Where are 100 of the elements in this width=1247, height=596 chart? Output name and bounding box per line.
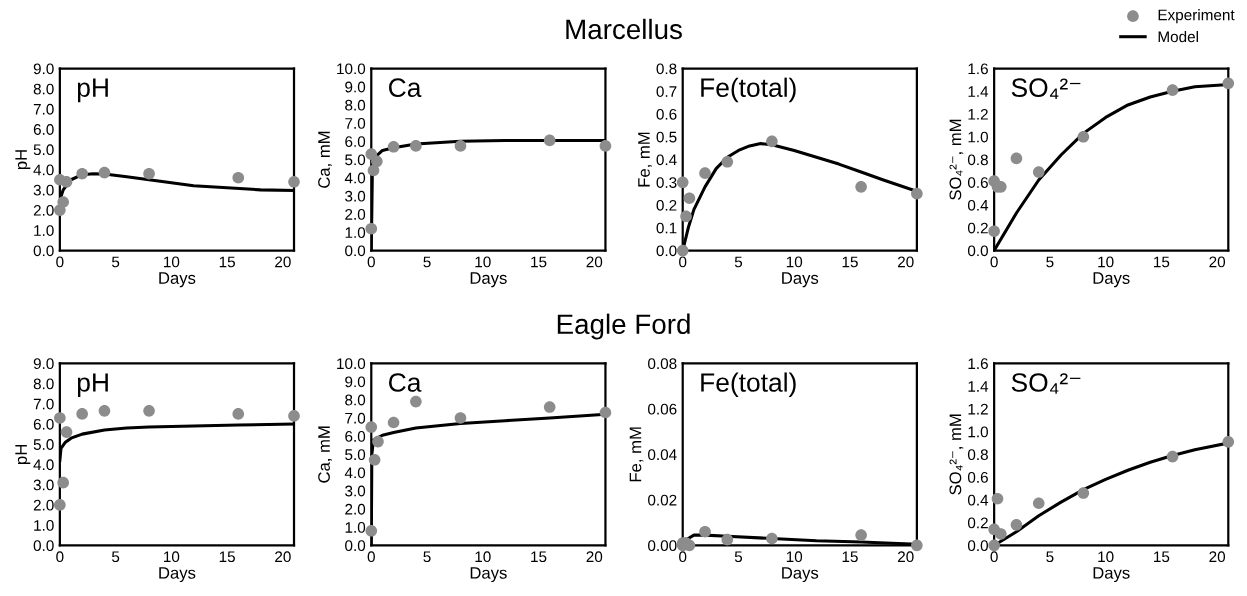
x-tick-label: 20 [1209, 551, 1226, 563]
y-tick-label: 0.06 [648, 403, 677, 415]
y-tick-label: 0.6 [656, 108, 677, 120]
y-tick-label: 0.0 [656, 245, 677, 257]
y-tick-label: 8.0 [345, 99, 366, 111]
x-tick-label: 10 [164, 256, 180, 268]
x-axis-title: Days [782, 567, 819, 583]
x-tick-label: 20 [586, 256, 603, 268]
y-tick-label: 4.0 [344, 172, 366, 184]
x-tick-label: 20 [275, 551, 291, 563]
chart-title: pH [77, 373, 108, 398]
y-tick-label: 5.0 [33, 439, 54, 450]
x-tick-label: 5 [734, 256, 743, 268]
x-tick-label: 20 [275, 256, 291, 268]
y-tick-label: 0.6 [967, 177, 988, 188]
y-tick-label: 1.0 [345, 522, 366, 533]
x-tick-label: 20 [586, 551, 603, 563]
text: Marcellus [566, 18, 682, 40]
y-tick-label: 8.0 [33, 378, 54, 390]
x-tick-label: 15 [531, 551, 547, 563]
y-tick-label: 0.02 [648, 494, 677, 506]
y-axis-title: Fe, mM [629, 427, 644, 482]
x-tick-label: 20 [897, 551, 914, 563]
y-tick-label: 5.0 [33, 144, 54, 156]
x-tick-label: 5 [111, 551, 120, 563]
y-tick-label: 6.0 [33, 418, 54, 430]
y-tick-label: 0.0 [967, 540, 988, 552]
x-axis-title: Days [159, 272, 196, 288]
x-tick-label: 10 [786, 256, 803, 268]
y-tick-label: 9.0 [33, 63, 54, 75]
y-tick-label: 0.3 [656, 177, 677, 188]
y-tick-label: 1.0 [34, 225, 54, 236]
y-axis-title: Ca, mM [318, 131, 332, 188]
y-tick-label: 0.0 [967, 245, 988, 257]
y-tick-label: 0.0 [345, 245, 366, 257]
chart-title: Fe(total) [701, 372, 796, 398]
y-tick-label: 3.0 [33, 479, 54, 491]
y-tick-label: 0.0 [33, 245, 54, 257]
x-tick-label: 5 [423, 551, 431, 563]
x-tick-label: 0 [679, 551, 687, 563]
y-tick-label: 2.0 [345, 209, 366, 220]
y-tick-label: 9.0 [345, 376, 366, 388]
y-tick-label: 2.0 [33, 499, 54, 511]
chart-title: SO₄²⁻ [1011, 373, 1081, 394]
x-axis-title: Days [1093, 567, 1130, 583]
x-tick-label: 10 [475, 551, 491, 563]
x-tick-label: 15 [842, 256, 858, 268]
y-tick-label: 0.0 [345, 540, 366, 552]
y-tick-label: 9.0 [33, 358, 54, 370]
x-axis-title: Days [470, 272, 507, 288]
y-tick-label: 4.0 [33, 459, 54, 471]
x-tick-label: 0 [679, 256, 687, 268]
y-tick-label: 1.0 [968, 426, 988, 438]
y-tick-label: 1.6 [968, 358, 988, 370]
y-tick-label: 9.0 [345, 81, 366, 93]
x-tick-label: 5 [1046, 256, 1054, 268]
y-tick-label: 2.0 [33, 204, 54, 216]
y-tick-label: 1.0 [968, 131, 988, 143]
chart-title: Ca [389, 78, 422, 98]
y-tick-label: 0.04 [648, 449, 677, 461]
x-tick-label: 15 [842, 551, 858, 563]
x-axis-title: Days [1093, 272, 1130, 288]
x-tick-label: 0 [990, 551, 998, 563]
x-tick-label: 10 [1098, 551, 1114, 563]
y-tick-label: 0.5 [656, 131, 677, 143]
x-tick-label: 5 [1046, 551, 1054, 563]
y-tick-label: 1.4 [968, 86, 989, 97]
x-axis-title: Days [159, 567, 196, 583]
y-tick-label: 0.2 [656, 199, 677, 211]
y-tick-label: 0.6 [967, 471, 988, 483]
y-tick-label: 0.00 [648, 540, 677, 552]
y-tick-label: 3.0 [33, 184, 54, 196]
y-tick-label: 6.0 [33, 124, 54, 135]
x-tick-label: 5 [734, 551, 743, 563]
x-tick-label: 20 [897, 256, 914, 268]
y-tick-label: 0.0 [33, 540, 54, 552]
y-axis-title: SO₄²⁻, mM [949, 414, 964, 495]
x-tick-label: 10 [786, 551, 803, 563]
y-tick-label: 1.0 [345, 227, 366, 239]
y-tick-label: 1.0 [34, 519, 54, 531]
y-tick-label: 0.1 [656, 222, 677, 234]
x-tick-label: 10 [1098, 256, 1114, 268]
x-tick-label: 10 [475, 256, 491, 268]
y-axis-title: pH [15, 445, 31, 464]
y-axis-title: Fe, mM [638, 132, 652, 187]
text: Eagle Ford [557, 313, 690, 340]
x-tick-label: 5 [111, 256, 120, 268]
y-axis-title: pH [15, 150, 31, 170]
y-tick-label: 0.8 [656, 63, 677, 75]
y-tick-label: 5.0 [345, 449, 366, 461]
y-tick-label: 4.0 [344, 467, 366, 479]
y-axis-title: Ca, mM [318, 426, 332, 483]
y-tick-label: 8.0 [33, 83, 54, 95]
x-tick-label: 10 [164, 551, 180, 563]
x-tick-label: 15 [219, 256, 235, 268]
y-tick-label: 0.4 [967, 199, 989, 211]
y-tick-label: 7.0 [33, 398, 54, 410]
x-tick-label: 5 [423, 256, 431, 268]
y-tick-label: 3.0 [345, 190, 366, 202]
y-tick-label: 1.4 [968, 381, 989, 392]
